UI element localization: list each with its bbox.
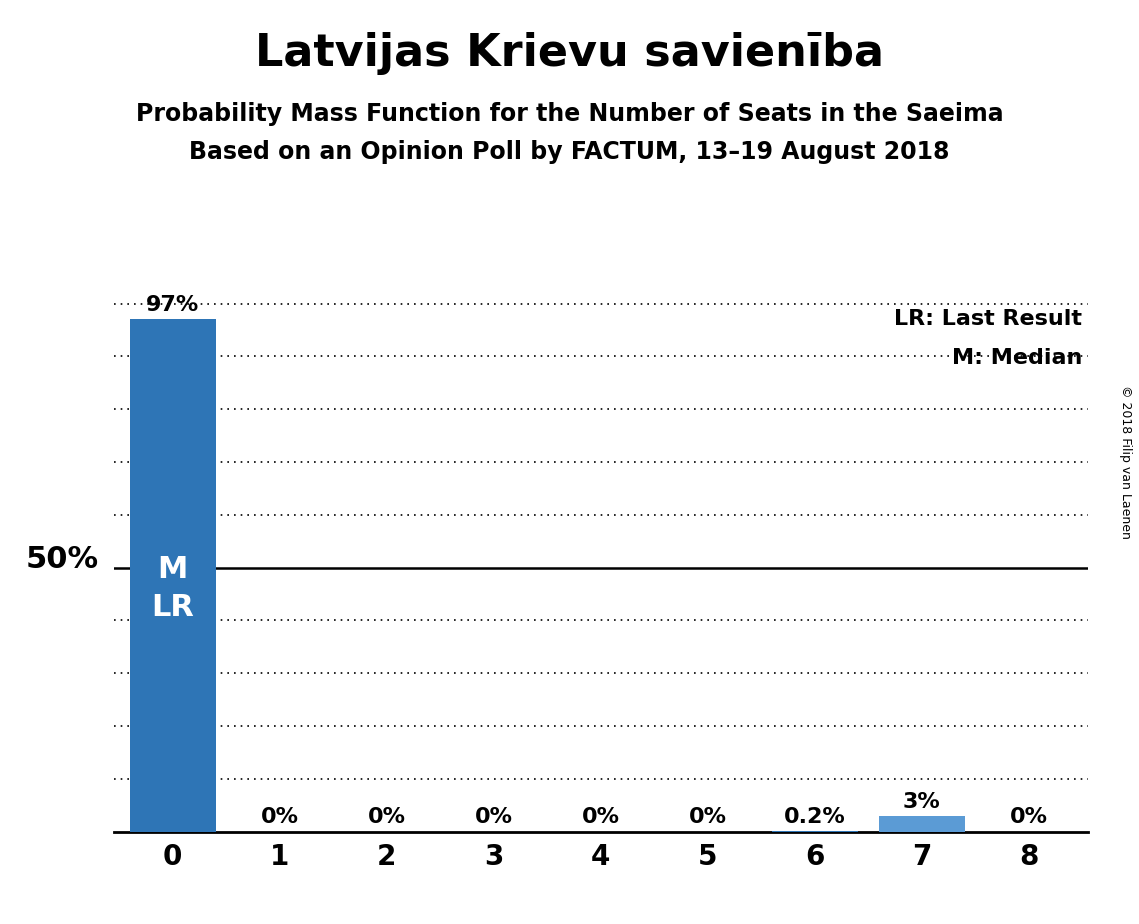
Text: 3%: 3% <box>903 792 941 811</box>
Text: 0%: 0% <box>582 808 620 827</box>
Text: © 2018 Filip van Laenen: © 2018 Filip van Laenen <box>1118 385 1132 539</box>
Bar <box>130 320 215 832</box>
Text: 97%: 97% <box>146 295 199 315</box>
Bar <box>772 831 858 832</box>
Text: 0%: 0% <box>689 808 727 827</box>
Text: Based on an Opinion Poll by FACTUM, 13–19 August 2018: Based on an Opinion Poll by FACTUM, 13–1… <box>189 140 950 164</box>
Text: LR: Last Result: LR: Last Result <box>894 309 1082 329</box>
Text: 0%: 0% <box>1010 808 1048 827</box>
Text: 0.2%: 0.2% <box>784 808 846 827</box>
Text: Latvijas Krievu savienība: Latvijas Krievu savienība <box>255 32 884 76</box>
Text: 0%: 0% <box>368 808 405 827</box>
Text: M
LR: M LR <box>151 555 194 623</box>
Text: 0%: 0% <box>261 808 298 827</box>
Bar <box>879 816 965 832</box>
Text: 0%: 0% <box>475 808 513 827</box>
Text: M: Median: M: Median <box>952 348 1082 369</box>
Text: Probability Mass Function for the Number of Seats in the Saeima: Probability Mass Function for the Number… <box>136 102 1003 126</box>
Text: 50%: 50% <box>26 544 99 574</box>
